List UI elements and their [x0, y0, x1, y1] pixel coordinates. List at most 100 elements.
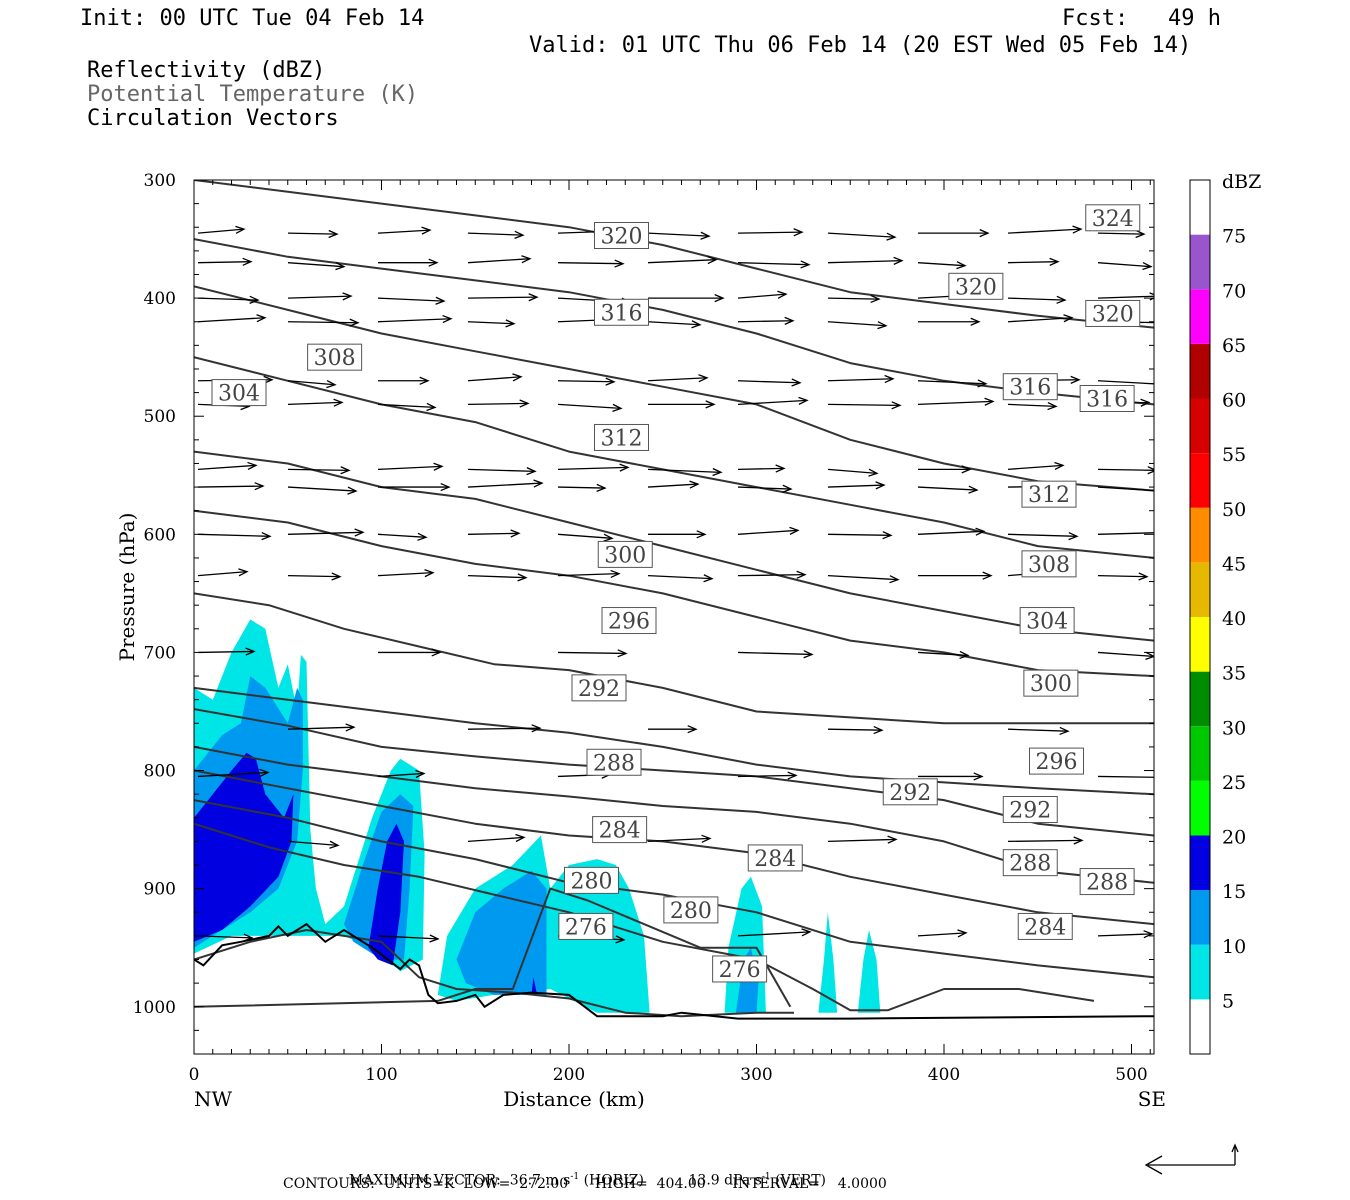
vector-arrowhead — [970, 317, 981, 326]
colorbar-segment — [1190, 671, 1210, 727]
vector-arrow — [647, 259, 717, 264]
field-reflectivity: Reflectivity (dBZ) — [87, 58, 326, 83]
colorbar-label: 5 — [1222, 990, 1234, 1012]
vector-arrowhead — [703, 574, 714, 583]
contour-label-box — [558, 912, 614, 940]
colorbar-segment — [1190, 835, 1210, 891]
vector-arrow — [737, 293, 787, 299]
vector-arrowhead — [329, 840, 340, 849]
contour-label: 316 — [594, 298, 649, 326]
vector-arrow — [557, 486, 606, 489]
y-tick-label: 800 — [144, 762, 176, 782]
contour-label-text: 308 — [1028, 553, 1070, 578]
contour-label-box — [594, 298, 649, 326]
contour-label: 288 — [1002, 849, 1058, 877]
vector-arrow — [377, 229, 431, 234]
vector-arrowhead — [533, 479, 544, 488]
contour-label-text: 276 — [565, 915, 607, 940]
vector-arrowhead — [800, 260, 811, 269]
vector-arrowhead — [340, 466, 351, 475]
vector-arrow — [827, 297, 880, 300]
vector-arrowhead — [440, 482, 451, 492]
vector-arrowhead — [617, 649, 628, 658]
contour-label-box — [1085, 204, 1141, 232]
contour-label-box — [1021, 550, 1077, 578]
colorbar-segment — [1190, 944, 1210, 1000]
vector-arrowhead — [521, 255, 532, 264]
vector-arrow — [467, 575, 527, 579]
vector-arrowhead — [1140, 398, 1151, 407]
vector-arrowhead — [421, 226, 432, 235]
field-theta: Potential Temperature (K) — [87, 82, 419, 107]
colorbar-label: 20 — [1222, 827, 1246, 849]
vector-arrow — [197, 533, 271, 537]
contour-label: 280 — [564, 866, 619, 894]
vector-arrow — [917, 262, 966, 267]
vector-arrowhead — [973, 772, 984, 781]
y-axis-label: Pressure (hPa) — [115, 513, 139, 662]
contour-label-text: 296 — [1036, 750, 1078, 775]
vector-arrowhead — [328, 229, 339, 239]
contour-label: 288 — [1079, 868, 1135, 896]
vector-arrowhead — [1149, 292, 1154, 301]
vector-arrow — [1007, 317, 1073, 323]
theta-contour-296 — [194, 686, 1154, 796]
vector-arrowhead — [1162, 529, 1170, 536]
vector-arrowhead — [242, 257, 253, 266]
vector-arrowhead — [333, 398, 344, 407]
vector-arrow — [737, 529, 799, 535]
vector-arrow — [827, 468, 878, 475]
vector-arrow — [737, 380, 801, 384]
vector-arrow — [377, 403, 436, 409]
vector-arrow — [287, 531, 364, 535]
vector-arrowhead — [687, 725, 698, 734]
contour-label-box — [948, 272, 1004, 300]
vector-arrow — [467, 232, 524, 236]
vector-arrow — [1007, 261, 1059, 264]
contour-label-box — [1023, 669, 1079, 697]
init-time: Init: 00 UTC Tue 04 Feb 14 — [80, 6, 425, 31]
contour-label-text: 324 — [1092, 207, 1134, 232]
vector-arrowhead — [249, 295, 260, 304]
vector-arrowhead — [235, 225, 246, 234]
theta-contour-324 — [194, 180, 1154, 329]
vector-arrow — [827, 378, 894, 382]
y-tick-label: 700 — [144, 643, 176, 663]
vector-arrow — [467, 727, 541, 730]
vector-arrow — [197, 297, 259, 301]
vector-arrowhead — [1059, 726, 1070, 736]
vector-arrow — [647, 377, 708, 382]
contour-label: 312 — [1021, 480, 1077, 508]
vector-arrowhead — [775, 464, 786, 473]
contour-label-text: 292 — [1009, 799, 1051, 824]
forecast-hour: Fcst: 49 h — [1062, 6, 1221, 31]
vector-arrow — [287, 321, 359, 324]
contour-label-text: 276 — [719, 958, 761, 983]
vector-arrowhead — [1164, 381, 1172, 388]
contour-label-text: 300 — [604, 543, 646, 568]
contour-label-box — [564, 866, 619, 894]
vector-arrow — [1097, 295, 1154, 299]
vector-arrowhead — [975, 527, 986, 536]
vector-arrowhead — [515, 833, 526, 843]
vector-arrow — [827, 232, 896, 238]
y-tick-label: 1000 — [133, 998, 176, 1018]
reflectivity-15-area — [531, 977, 538, 995]
vector-arrow — [827, 838, 897, 843]
vector-arrow — [737, 486, 792, 490]
contour-label: 292 — [882, 778, 938, 806]
plot-frame — [193, 179, 1155, 1055]
contours-info: CONTOURS: UNITS=K LOW= 272.00 HIGH= 404.… — [283, 1176, 887, 1192]
vector-arrow — [1097, 651, 1154, 658]
vector-arrow — [377, 533, 427, 538]
vector-arrow — [827, 403, 901, 407]
contour-label: 284 — [1017, 912, 1073, 940]
contour-label-text: 284 — [1024, 915, 1066, 940]
vector-arrow — [647, 837, 711, 843]
contour-label-text: 308 — [314, 346, 356, 371]
vector-arrowhead — [354, 528, 365, 537]
vector-arrowhead — [1068, 531, 1079, 541]
vector-arrowhead — [793, 228, 804, 237]
vector-arrow — [737, 467, 785, 471]
